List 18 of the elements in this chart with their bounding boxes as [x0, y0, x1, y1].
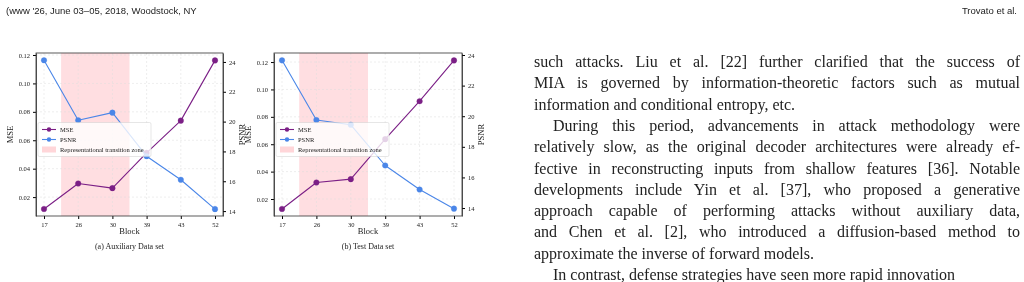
text: (www '26, June 03–05, 2018, Woodstock, NY	[6, 5, 198, 16]
text: (b) Test Data set	[341, 242, 395, 251]
text: and Chen et al. [2], who introduced a diffusion-based method to	[534, 223, 1020, 241]
text: Trovato et al.	[961, 5, 1017, 16]
text: approximate the inverse of forward models.	[534, 244, 814, 263]
y2-axis-title: PSNR	[476, 123, 486, 146]
text: such attacks. Liu et al. [22] further clarified that the success of	[534, 53, 1021, 70]
text: approach capable of performing attacks without auxiliary data,	[534, 202, 1020, 221]
text: developments include Yin et al. [37], who proposed a generative	[534, 180, 1020, 199]
text: fective in reconstructing inputs from shallow features [36]. Notable	[534, 159, 1020, 178]
text: During this period, advancements in attack methodology were	[553, 116, 1020, 135]
x-axis-title: Block	[357, 226, 379, 236]
text: information and conditional entropy, etc.	[534, 95, 796, 114]
text: (a) Auxiliary Data set	[94, 242, 165, 251]
y-axis-title: MSE	[5, 125, 15, 144]
x-axis-title: Block	[119, 226, 141, 236]
text: relatively slow, as the original decoder architectures were already ef-	[534, 138, 1020, 157]
text: MIA is governed by information-theoretic factors such as mutual	[534, 74, 1021, 93]
